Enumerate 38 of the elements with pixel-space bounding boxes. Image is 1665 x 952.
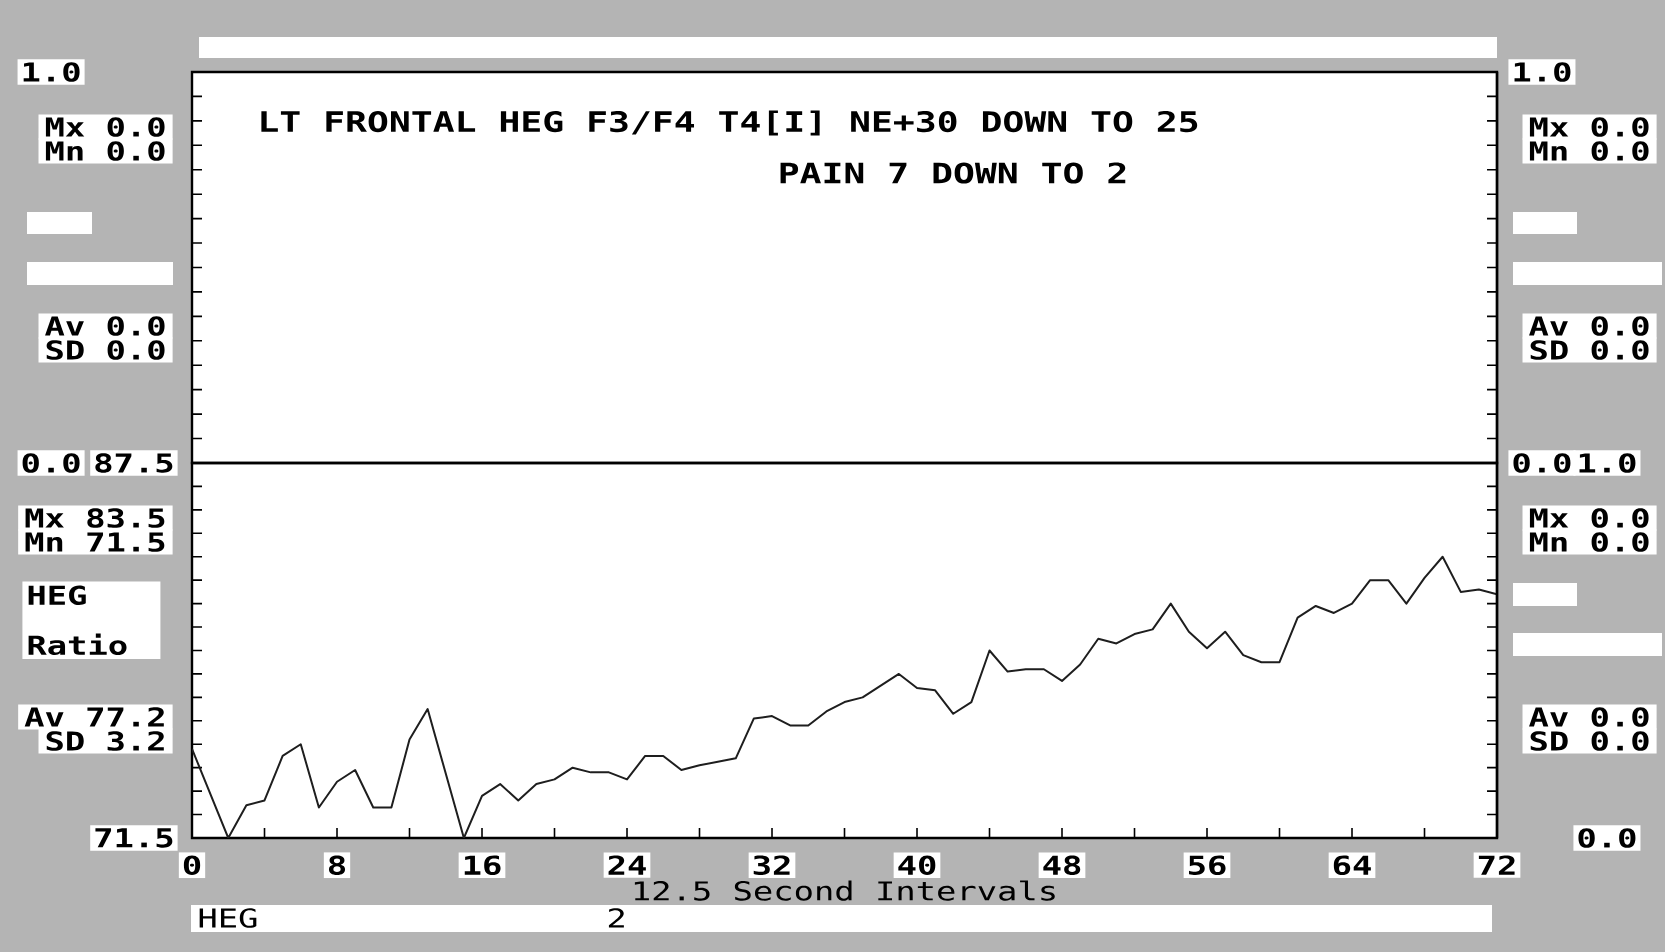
x-tick-label: 24	[608, 855, 646, 875]
y2-tick-label: 0.0	[1513, 453, 1571, 473]
y-tick-label: 87.5	[95, 453, 173, 473]
x-tick-label: 72	[1478, 855, 1515, 875]
text: Mx 0.0	[45, 117, 165, 137]
y-axis-title: HEG Ratio	[28, 585, 127, 656]
text: Mn 0.0	[1529, 532, 1649, 552]
text: PAIN 7 DOWN TO 2	[780, 162, 1126, 184]
text: HEG	[199, 908, 257, 928]
text: SD 0.0	[1530, 731, 1649, 751]
y2-tick-label: 1.0	[1514, 62, 1571, 82]
text: SD 0.0	[1530, 340, 1649, 360]
x-tick-label: 64	[1333, 855, 1371, 876]
y2-tick-label: 1.0	[1579, 453, 1636, 473]
text: Mx 0.0	[1529, 117, 1649, 137]
text: Av 0.0	[1529, 316, 1649, 336]
text: Av 0.0	[1529, 707, 1649, 727]
x-axis-title: 12.5 Second Intervals	[634, 880, 1055, 901]
text: Mn 71.5	[25, 532, 165, 552]
x-tick-label: 32	[753, 855, 790, 876]
text: SD 0.0	[46, 340, 165, 360]
y-tick-label: 71.5	[95, 828, 173, 848]
text: Mx 0.0	[1529, 508, 1649, 528]
text: Av 0.0	[45, 316, 165, 336]
y2-tick-label: 0.0	[1578, 828, 1636, 848]
text: LT FRONTAL HEG F3/F4 T4[I] NE+30 DOWN TO 25	[261, 110, 1198, 136]
text: Av 77.2	[24, 707, 164, 727]
x-tick-label: 8	[328, 855, 346, 876]
text: Mn 0.0	[1529, 141, 1649, 161]
text: 2	[608, 908, 624, 928]
x-tick-label: 16	[464, 855, 501, 876]
text: SD 3.2	[46, 731, 164, 751]
x-tick-label: 40	[898, 855, 936, 876]
x-tick-label: 48	[1043, 855, 1081, 876]
text: Mx 83.5	[25, 508, 165, 528]
x-tick-label: 56	[1189, 855, 1226, 876]
text: Mn 0.0	[45, 141, 165, 161]
x-tick-label: 0	[183, 855, 201, 876]
